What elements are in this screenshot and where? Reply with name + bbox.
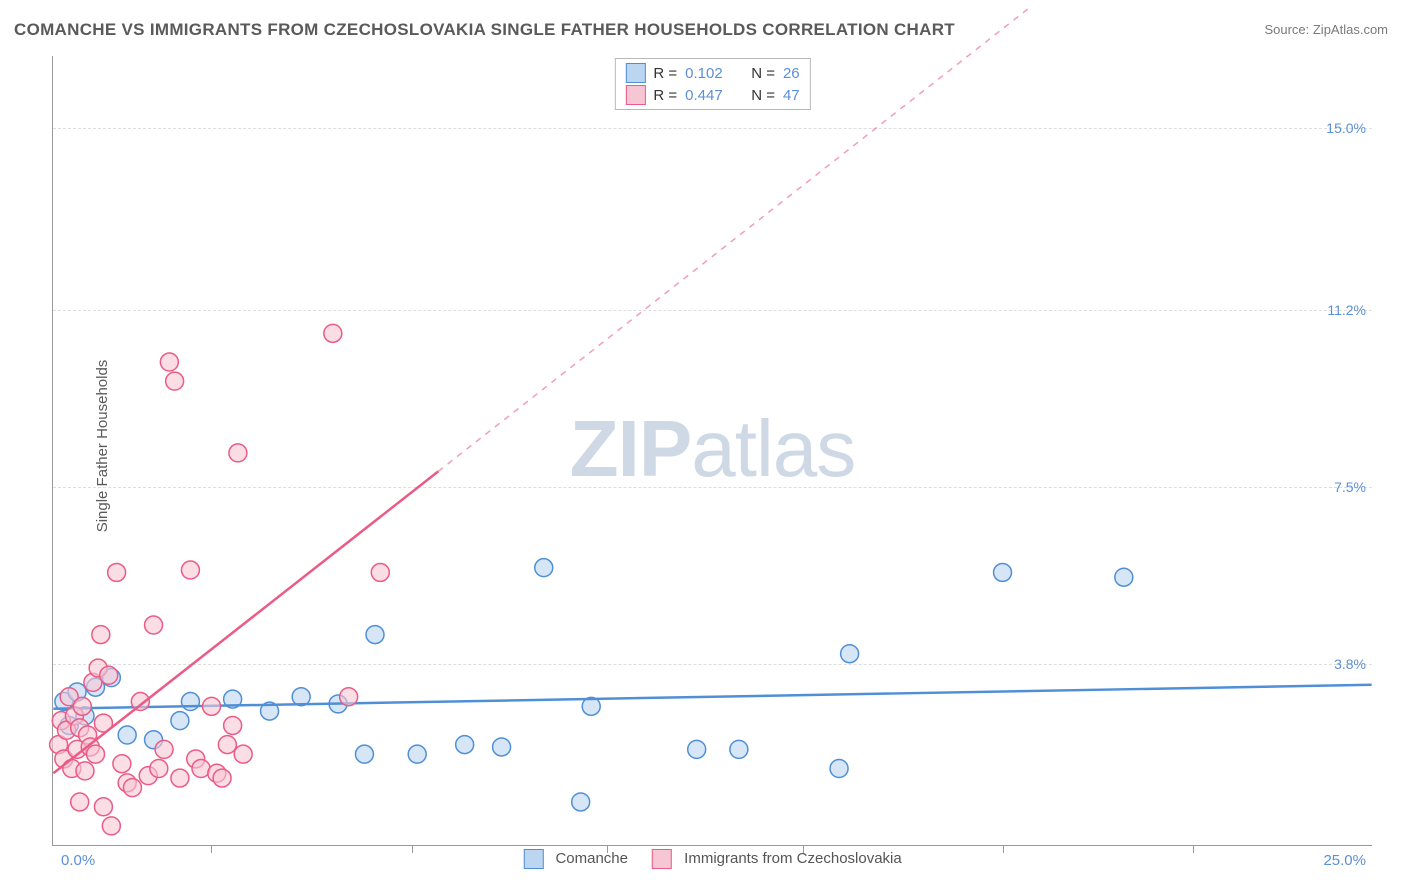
- scatter-point-czech: [181, 561, 199, 579]
- scatter-point-czech: [166, 372, 184, 390]
- plot-area: ZIPatlas 3.8%7.5%11.2%15.0% 0.0% 25.0% C…: [52, 56, 1372, 846]
- x-origin-label: 0.0%: [61, 852, 95, 869]
- scatter-point-czech: [224, 716, 242, 734]
- scatter-point-comanche: [830, 760, 848, 778]
- scatter-point-comanche: [171, 712, 189, 730]
- scatter-point-comanche: [572, 793, 590, 811]
- scatter-point-czech: [71, 793, 89, 811]
- trend-line-czech: [53, 471, 438, 773]
- scatter-point-czech: [102, 817, 120, 835]
- scatter-point-comanche: [355, 745, 373, 763]
- scatter-point-comanche: [1115, 568, 1133, 586]
- scatter-point-czech: [108, 563, 126, 581]
- series-legend: Comanche Immigrants from Czechoslovakia: [523, 849, 901, 869]
- scatter-point-czech: [218, 736, 236, 754]
- x-tick: [1003, 845, 1004, 853]
- scatter-point-comanche: [456, 736, 474, 754]
- scatter-point-comanche: [366, 626, 384, 644]
- scatter-point-comanche: [994, 563, 1012, 581]
- scatter-point-comanche: [181, 693, 199, 711]
- scatter-point-comanche: [118, 726, 136, 744]
- scatter-point-czech: [371, 563, 389, 581]
- legend-swatch-czech: [652, 849, 672, 869]
- correlation-chart: COMANCHE VS IMMIGRANTS FROM CZECHOSLOVAK…: [0, 0, 1406, 892]
- scatter-point-czech: [73, 697, 91, 715]
- scatter-point-czech: [155, 740, 173, 758]
- legend-swatch-comanche: [523, 849, 543, 869]
- scatter-point-comanche: [535, 559, 553, 577]
- scatter-point-comanche: [493, 738, 511, 756]
- trend-line-dashed-czech: [438, 8, 1029, 471]
- scatter-point-comanche: [841, 645, 859, 663]
- scatter-point-czech: [94, 798, 112, 816]
- legend-item-czech: Immigrants from Czechoslovakia: [652, 849, 902, 869]
- scatter-point-czech: [113, 755, 131, 773]
- scatter-point-czech: [145, 616, 163, 634]
- scatter-svg: [53, 56, 1372, 845]
- scatter-point-czech: [92, 626, 110, 644]
- x-tick: [211, 845, 212, 853]
- scatter-point-czech: [100, 666, 118, 684]
- scatter-point-czech: [150, 760, 168, 778]
- scatter-point-czech: [203, 697, 221, 715]
- scatter-point-czech: [324, 324, 342, 342]
- x-max-label: 25.0%: [1323, 852, 1366, 869]
- legend-item-comanche: Comanche: [523, 849, 628, 869]
- x-tick: [1193, 845, 1194, 853]
- scatter-point-czech: [229, 444, 247, 462]
- scatter-point-czech: [87, 745, 105, 763]
- scatter-point-czech: [234, 745, 252, 763]
- trend-line-comanche: [53, 685, 1371, 709]
- scatter-point-comanche: [408, 745, 426, 763]
- scatter-point-czech: [160, 353, 178, 371]
- x-tick: [412, 845, 413, 853]
- source-attribution: Source: ZipAtlas.com: [1264, 22, 1388, 37]
- scatter-point-czech: [123, 779, 141, 797]
- scatter-point-czech: [76, 762, 94, 780]
- scatter-point-czech: [340, 688, 358, 706]
- scatter-point-czech: [213, 769, 231, 787]
- scatter-point-comanche: [730, 740, 748, 758]
- scatter-point-czech: [171, 769, 189, 787]
- scatter-point-comanche: [688, 740, 706, 758]
- chart-title: COMANCHE VS IMMIGRANTS FROM CZECHOSLOVAK…: [14, 20, 955, 40]
